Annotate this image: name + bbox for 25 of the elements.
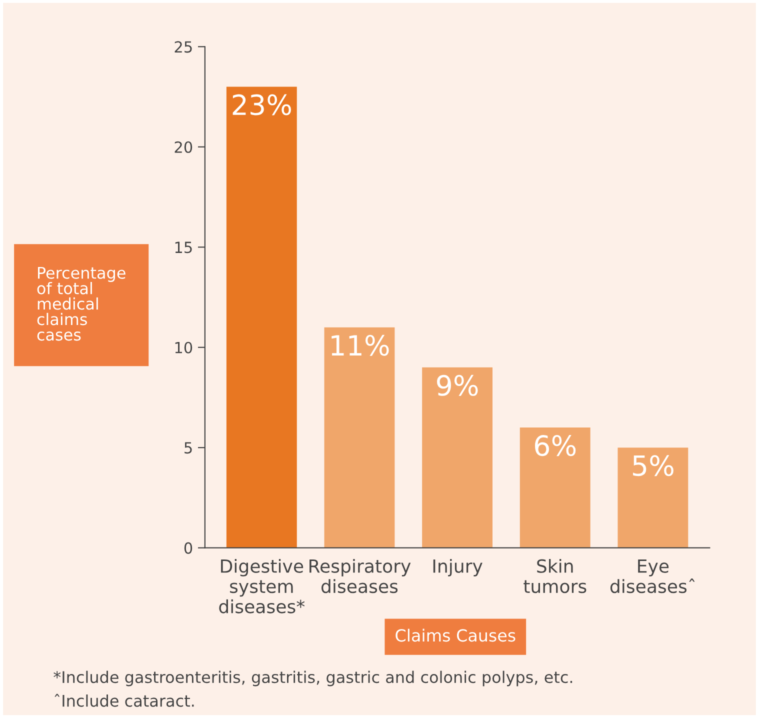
data-label: 5%: [633, 455, 674, 476]
y-tick-label: 0: [184, 542, 192, 554]
y-tick-label: 25: [174, 41, 192, 53]
y-axis-title: Percentage of total medical claims cases: [37, 266, 126, 341]
data-label: 6%: [535, 435, 576, 456]
x-tick-label: Injury: [433, 558, 482, 576]
data-label: 23%: [232, 94, 291, 116]
y-tick-label: 5: [184, 442, 192, 454]
x-tick-label: Skin tumors: [524, 558, 586, 594]
text: ˆInclude cataract.: [54, 694, 194, 707]
bar: [618, 448, 688, 548]
y-tick-label: 20: [174, 141, 192, 153]
data-label: 11%: [332, 334, 389, 356]
x-tick-label: Eye diseasesˆ: [610, 560, 695, 594]
y-tick-label: 15: [175, 242, 192, 254]
data-label: 9%: [437, 374, 478, 396]
bar: [520, 428, 590, 548]
x-tick-label: Digestive system diseases*: [219, 558, 305, 614]
bar: [422, 367, 493, 548]
bar: [324, 327, 395, 548]
y-tick-label: 10: [175, 342, 192, 354]
x-axis-title: Claims Causes: [396, 628, 516, 642]
x-tick-label: Respiratory diseases: [310, 558, 411, 594]
text: *Include gastroenteritis, gastritis, gastric and colonic polyps, etc.: [54, 670, 572, 686]
bar: [226, 86, 297, 548]
